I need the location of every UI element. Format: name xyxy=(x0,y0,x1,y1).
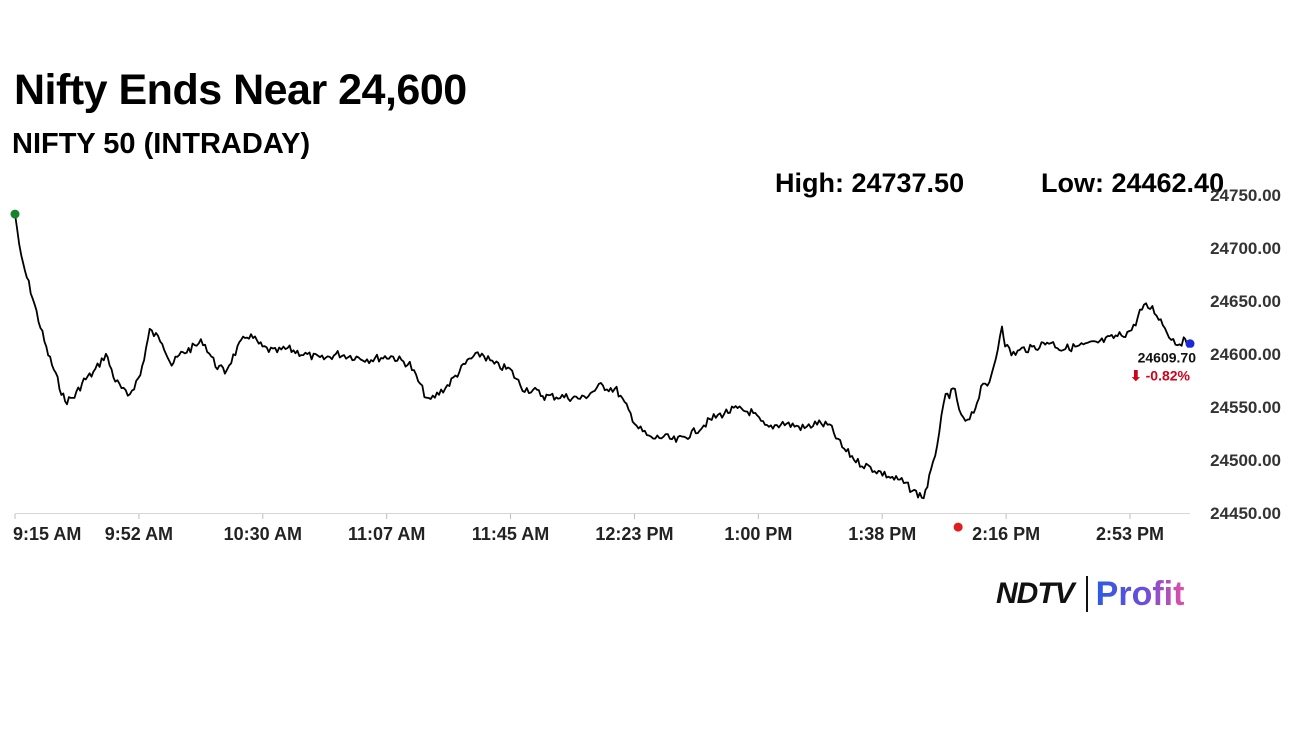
day-low-label: Low: 24462.40 xyxy=(1041,168,1225,198)
y-axis: 24750.00 24700.00 24650.00 24600.00 24550.00… xyxy=(1210,186,1281,523)
chart-title: Nifty Ends Near 24,600 xyxy=(14,66,467,114)
chart-subtitle: NIFTY 50 (INTRADAY) xyxy=(12,128,311,160)
x-tick-label: 2:16 PM xyxy=(972,524,1040,544)
plot-area: 24609.70 ⬇ -0.82% xyxy=(10,209,1200,532)
logo-brand: NDTV xyxy=(996,577,1075,610)
y-tick-label: 24500.00 xyxy=(1210,451,1281,470)
last-value-box xyxy=(1118,347,1200,386)
day-low-marker xyxy=(953,522,963,532)
ndtv-profit-logo: NDTV Profit xyxy=(996,574,1184,614)
x-tick-label: 11:45 AM xyxy=(472,524,549,544)
y-tick-label: 24450.00 xyxy=(1210,504,1281,523)
y-tick-label: 24700.00 xyxy=(1210,239,1281,258)
x-tick-label: 9:52 AM xyxy=(105,524,173,544)
change-percent-label: ⬇ -0.82% xyxy=(1130,368,1191,384)
last-value-label: 24609.70 xyxy=(1138,350,1197,366)
logo-product: Profit xyxy=(1095,574,1185,613)
price-line xyxy=(14,213,1191,500)
y-tick-label: 24600.00 xyxy=(1210,345,1281,364)
y-tick-label: 24650.00 xyxy=(1210,292,1281,311)
x-tick-label: 1:00 PM xyxy=(724,524,792,544)
last-price-marker xyxy=(1185,339,1195,349)
open-marker xyxy=(10,209,20,219)
x-tick-label: 12:23 PM xyxy=(595,524,673,544)
x-tick-label: 9:15 AM xyxy=(13,524,81,544)
x-tick-label: 10:30 AM xyxy=(224,524,302,544)
x-tick-label: 1:38 PM xyxy=(848,524,916,544)
y-tick-label: 24550.00 xyxy=(1210,398,1281,417)
y-tick-label: 24750.00 xyxy=(1210,186,1281,205)
x-axis: 9:15 AM 9:52 AM 10:30 AM 11:07 AM 11:45 AM 12… xyxy=(13,513,1190,544)
x-tick-label: 2:53 PM xyxy=(1096,524,1164,544)
x-tick-label: 11:07 AM xyxy=(348,524,425,544)
logo-divider xyxy=(1085,576,1088,612)
day-high-label: High: 24737.50 xyxy=(775,168,965,198)
